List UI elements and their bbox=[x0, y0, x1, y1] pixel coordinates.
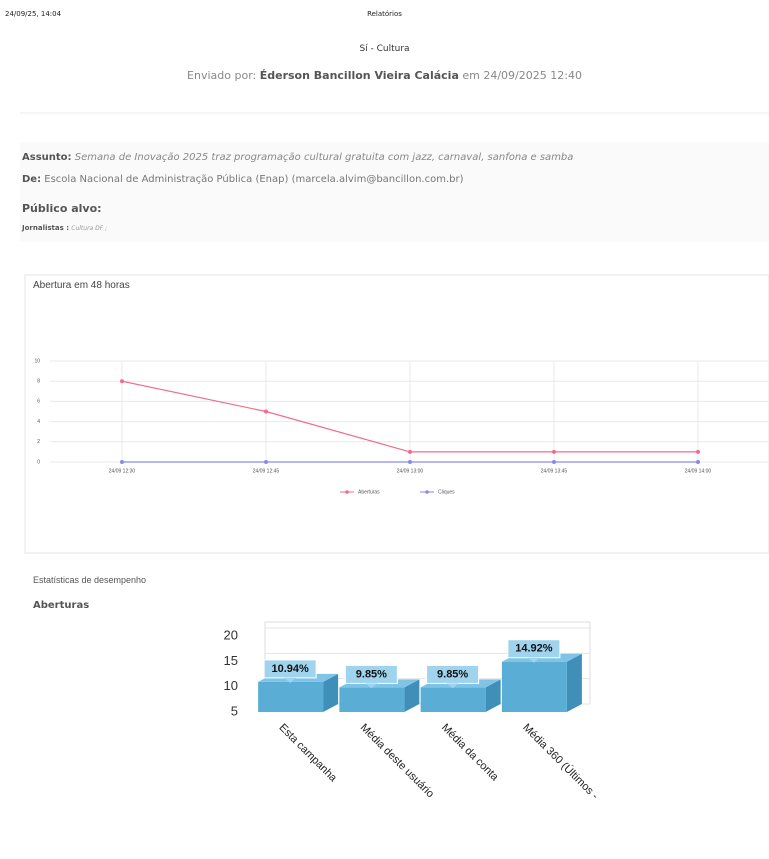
print-date: 24/09/25, 14:04 bbox=[5, 10, 62, 18]
bar bbox=[501, 661, 567, 712]
stats-heading: Estatísticas de desempenho bbox=[33, 575, 147, 585]
x-tick-label: 24/09 12:45 bbox=[253, 468, 280, 474]
subject-text: Semana de Inovação 2025 traz programação… bbox=[74, 152, 574, 163]
value-label-pointer bbox=[284, 677, 297, 683]
value-label: 9.85% bbox=[356, 668, 387, 680]
bar-side bbox=[485, 679, 501, 712]
audience-list: Cultura DF ; bbox=[71, 225, 108, 232]
from-label: De: bbox=[22, 174, 42, 185]
bar-chart-title: Aberturas bbox=[33, 600, 90, 611]
y-tick-label: 20 bbox=[224, 627, 238, 642]
y-tick-label: 15 bbox=[224, 653, 238, 668]
point bbox=[408, 460, 412, 464]
bar bbox=[420, 687, 486, 712]
y-tick-label: 10 bbox=[224, 678, 238, 693]
info-panel bbox=[20, 142, 769, 242]
y-tick-label: 8 bbox=[37, 379, 40, 385]
subject-label: Assunto: bbox=[22, 152, 72, 163]
from-text: Escola Nacional de Administração Pública… bbox=[44, 174, 464, 185]
point bbox=[264, 460, 268, 464]
print-section: Relatórios bbox=[367, 10, 402, 18]
value-label: 14.92% bbox=[515, 643, 553, 655]
bar-side bbox=[323, 673, 339, 712]
point bbox=[696, 460, 700, 464]
audience-label: Público alvo: bbox=[22, 202, 102, 215]
x-tick-label: Média deste usuário bbox=[358, 722, 437, 801]
x-tick-label: 24/09 13:45 bbox=[541, 468, 568, 474]
from: De: Escola Nacional de Administração Púb… bbox=[22, 174, 464, 185]
point bbox=[552, 460, 556, 464]
y-tick-label: 4 bbox=[37, 419, 40, 425]
sender-prefix: Enviado por: bbox=[187, 69, 257, 82]
audience-group: Jornalistas : bbox=[22, 224, 70, 232]
report-title: Sí - Cultura bbox=[359, 44, 410, 54]
x-tick-label: Média 360 (Últimos - bbox=[520, 721, 601, 802]
chart-frame bbox=[24, 274, 769, 554]
audience: Jornalistas : Cultura DF ; bbox=[22, 224, 107, 232]
legend-label: Aberturas bbox=[358, 489, 380, 495]
y-tick-label: 10 bbox=[34, 358, 40, 364]
value-label: 9.85% bbox=[437, 668, 468, 680]
y-tick-label: 5 bbox=[231, 703, 238, 718]
legend-label: Cliques bbox=[438, 489, 455, 495]
x-tick-label: Esta campanha bbox=[276, 722, 339, 785]
sender: Enviado por: Éderson Bancillon Vieira Ca… bbox=[0, 69, 769, 82]
bar bbox=[339, 687, 405, 712]
y-tick-label: 0 bbox=[37, 459, 40, 465]
bar-side bbox=[404, 679, 420, 712]
line-chart-title: Abertura em 48 horas bbox=[33, 280, 130, 291]
value-label: 10.94% bbox=[271, 663, 309, 675]
x-tick-label: 24/09 12:30 bbox=[109, 468, 136, 474]
y-tick-label: 2 bbox=[37, 439, 40, 445]
y-tick-label: 6 bbox=[37, 399, 40, 405]
subject: Assunto: Semana de Inovação 2025 traz pr… bbox=[22, 152, 573, 163]
point bbox=[120, 460, 124, 464]
point bbox=[120, 379, 124, 384]
sender-name: Éderson Bancillon Vieira Calácia bbox=[259, 69, 459, 82]
point bbox=[696, 449, 700, 454]
x-tick-label: 24/09 14:00 bbox=[685, 468, 712, 474]
point bbox=[408, 449, 412, 454]
point bbox=[552, 449, 556, 454]
legend-dot bbox=[425, 490, 429, 494]
bar bbox=[258, 681, 324, 712]
point bbox=[264, 409, 268, 414]
x-tick-label: Média da conta bbox=[439, 722, 501, 784]
value-label-pointer bbox=[446, 683, 459, 689]
sender-date: em 24/09/2025 12:40 bbox=[462, 69, 582, 82]
x-tick-label: 24/09 13:00 bbox=[397, 468, 424, 474]
bar-side bbox=[566, 653, 582, 712]
legend-dot bbox=[345, 490, 349, 494]
value-label-pointer bbox=[527, 657, 540, 663]
value-label-pointer bbox=[365, 683, 378, 689]
